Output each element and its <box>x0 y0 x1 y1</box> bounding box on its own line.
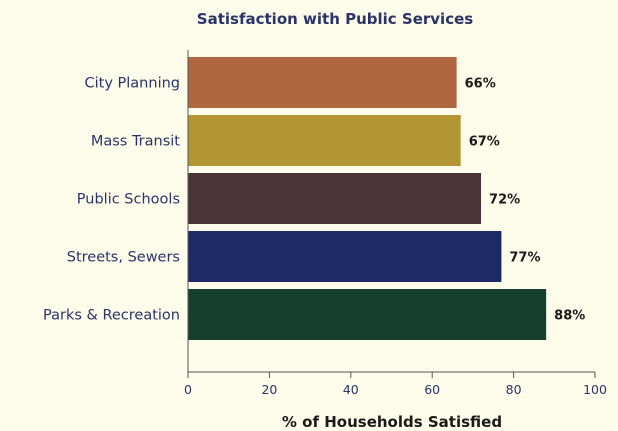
value-label-mass-transit: 67% <box>469 135 500 150</box>
value-label-parks-recreation: 88% <box>554 309 585 324</box>
x-tick-label: 60 <box>424 382 440 397</box>
bar-city-planning <box>188 57 457 108</box>
x-tick-label: 40 <box>343 382 359 397</box>
value-label-city-planning: 66% <box>465 77 496 92</box>
value-labels-group: 66% 67% 72% 77% 88% <box>465 77 586 324</box>
x-axis-label: % of Households Satisfied <box>282 413 502 431</box>
bars-group <box>188 57 547 340</box>
bar-parks-recreation <box>188 289 547 340</box>
x-ticks-group: 0 20 40 60 80 100 <box>184 372 607 397</box>
bar-mass-transit <box>188 115 461 166</box>
category-label-city-planning: City Planning <box>85 76 181 92</box>
bar-streets-sewers <box>188 231 502 282</box>
x-tick-label: 80 <box>506 382 522 397</box>
chart-title: Satisfaction with Public Services <box>197 10 473 28</box>
value-label-streets-sewers: 77% <box>509 251 540 266</box>
x-tick-label: 20 <box>261 382 277 397</box>
category-label-parks-recreation: Parks & Recreation <box>43 308 180 324</box>
x-tick-label: 0 <box>184 382 192 397</box>
category-label-streets-sewers: Streets, Sewers <box>67 250 180 266</box>
x-tick-label: 100 <box>583 382 607 397</box>
category-label-public-schools: Public Schools <box>77 192 180 208</box>
category-labels-group: City Planning Mass Transit Public Schools S… <box>43 76 180 324</box>
category-label-mass-transit: Mass Transit <box>91 134 180 150</box>
bar-public-schools <box>188 173 482 224</box>
value-label-public-schools: 72% <box>489 193 520 208</box>
